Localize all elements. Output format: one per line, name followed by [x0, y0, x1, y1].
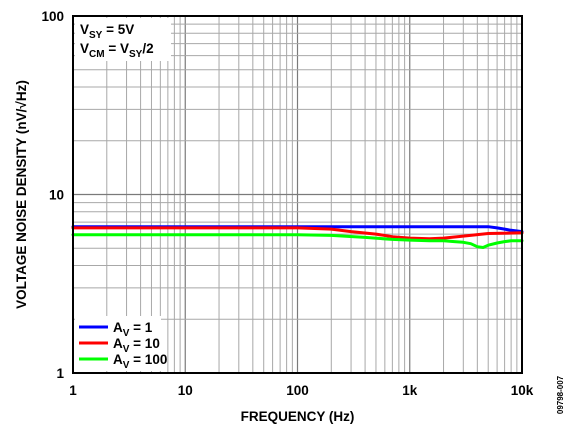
legend-label-2: AV = 10 — [113, 336, 160, 355]
grid — [73, 16, 522, 373]
series-layer — [71, 225, 524, 249]
y-tick-label: 10 — [49, 188, 64, 203]
x-tick-label: 10k — [511, 383, 534, 398]
y-tick-label: 1 — [56, 366, 64, 381]
x-tick-label: 1 — [69, 383, 77, 398]
x-tick-label: 100 — [286, 383, 309, 398]
condition-line-2: VCM = VSY/2 — [80, 41, 154, 60]
legend-label-1: AV = 1 — [113, 320, 153, 339]
series-line-2 — [71, 226, 524, 241]
series-line-3 — [71, 233, 524, 249]
x-tick-label: 10 — [178, 383, 193, 398]
x-tick-label: 1k — [402, 383, 418, 398]
tick-labels: 1 10 100 1k 10k 1 10 100 — [41, 9, 533, 398]
legend-label-3: AV = 100 — [113, 352, 167, 371]
condition-line-1: VSY = 5V — [80, 22, 134, 41]
y-tick-label: 100 — [41, 9, 64, 24]
conditions-background — [75, 18, 171, 61]
x-axis-label: FREQUENCY (Hz) — [241, 409, 355, 424]
plot-frame — [72, 15, 523, 374]
figure-id: 09798-007 — [556, 375, 565, 414]
y-axis-label: VOLTAGE NOISE DENSITY (nV/√Hz) — [14, 80, 29, 309]
